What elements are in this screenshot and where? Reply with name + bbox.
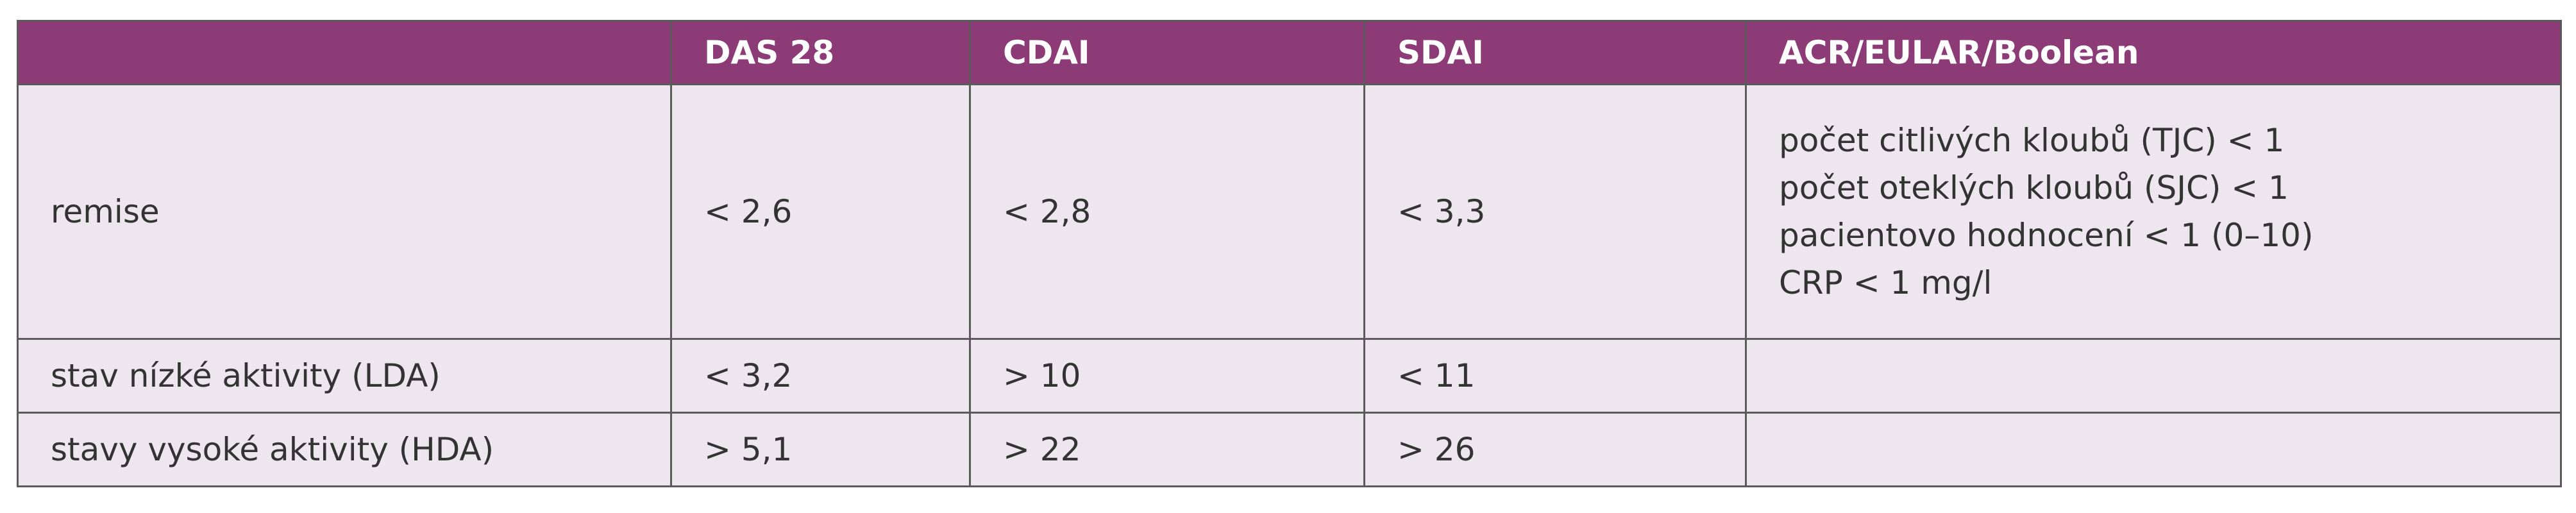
cell: > 5,1 [670, 412, 971, 487]
column-header: CDAI [969, 20, 1365, 85]
row-label: stav nízké aktivity (LDA) [17, 338, 672, 414]
table-row: stavy vysoké aktivity (HDA) > 5,1 > 22 > 26 [17, 412, 2562, 487]
criterion: počet citlivých kloubů (TJC) < 1 [1779, 122, 2285, 159]
column-header: ACR/EULAR/Boolean [1745, 20, 2562, 85]
cell: < 2,8 [969, 83, 1365, 340]
cell: < 3,3 [1363, 83, 1747, 340]
row-label: stavy vysoké aktivity (HDA) [17, 412, 672, 487]
cell: < 2,6 [670, 83, 971, 340]
header-cell [17, 20, 672, 85]
criteria-table: DAS 28 CDAI SDAI ACR/EULAR/Boolean remise < … [17, 20, 2562, 487]
table-row: stav nízké aktivity (LDA) < 3,2 > 10 < 11 [17, 338, 2562, 414]
table-row: remise < 2,6 < 2,8 < 3,3 počet citlivých klo… [17, 83, 2562, 340]
criterion: pacientovo hodnocení < 1 (0–10) [1779, 217, 2314, 254]
criteria-cell: počet citlivých kloubů (TJC) < 1 počet ot… [1745, 83, 2562, 340]
criterion: počet oteklých kloubů (SJC) < 1 [1779, 169, 2289, 206]
cell: > 26 [1363, 412, 1747, 487]
column-header: SDAI [1363, 20, 1747, 85]
cell: > 22 [969, 412, 1365, 487]
column-header: DAS 28 [670, 20, 971, 85]
cell: < 3,2 [670, 338, 971, 414]
row-label: remise [17, 83, 672, 340]
header-row: DAS 28 CDAI SDAI ACR/EULAR/Boolean [17, 20, 2562, 85]
criteria-cell [1745, 412, 2562, 487]
criteria-cell [1745, 338, 2562, 414]
criterion: CRP < 1 mg/l [1779, 264, 1992, 301]
cell: > 10 [969, 338, 1365, 414]
cell: < 11 [1363, 338, 1747, 414]
